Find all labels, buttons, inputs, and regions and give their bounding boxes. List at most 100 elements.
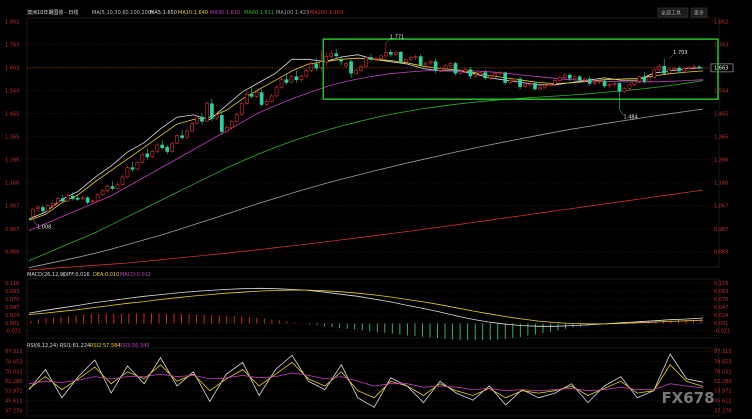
- candle-body: [60, 198, 65, 202]
- candle-body: [56, 198, 60, 204]
- rsi-tick-label-left: 78.653: [5, 359, 23, 365]
- price-series-ma100: [28, 108, 704, 268]
- tools-button[interactable]: [657, 7, 689, 18]
- candle-body: [289, 76, 294, 83]
- candle-body: [254, 91, 259, 97]
- annotation-leader: [619, 109, 624, 116]
- candle-body: [672, 67, 676, 70]
- candle-body: [478, 72, 483, 75]
- candle: [493, 72, 498, 78]
- ma200-value: MA200:1.109: [310, 10, 343, 16]
- candle: [667, 68, 672, 75]
- ma100-value: MA100:1.423: [276, 10, 309, 16]
- macd-tick-label-left: 0.047: [5, 305, 19, 311]
- candle-body: [642, 76, 647, 82]
- ma-settings: MA(5,10,30,60,100,200): [92, 10, 153, 16]
- current-price-box: [710, 63, 734, 73]
- candle: [642, 72, 647, 84]
- candle: [75, 195, 80, 201]
- candle-body: [488, 75, 493, 79]
- candle: [110, 181, 115, 191]
- candle: [229, 119, 234, 130]
- candle-body: [379, 55, 383, 59]
- candle-body: [513, 78, 517, 81]
- candle-body: [274, 86, 279, 97]
- candle: [274, 84, 279, 98]
- candle: [100, 188, 105, 196]
- candle: [210, 98, 214, 122]
- candle-body: [339, 59, 343, 62]
- candle: [120, 175, 125, 186]
- candle-body: [51, 202, 55, 206]
- macd-tick-label-right: 0.047: [714, 305, 728, 311]
- candle: [398, 51, 403, 64]
- candle-body: [205, 103, 209, 122]
- candle-body: [662, 65, 667, 74]
- annotation-leader: [32, 219, 38, 226]
- more-button[interactable]: [690, 7, 708, 18]
- candle-body: [398, 51, 403, 62]
- candle-body: [637, 76, 642, 82]
- candle: [150, 149, 155, 159]
- candle-body: [229, 121, 234, 128]
- candle: [453, 61, 458, 76]
- candle-body: [557, 77, 562, 81]
- price-tick-label-left: 1.067: [5, 204, 19, 210]
- candle: [393, 50, 398, 56]
- candle: [329, 50, 334, 60]
- candle-body: [597, 81, 602, 83]
- candle: [145, 148, 150, 160]
- ma10-value: MA10:1.640: [178, 10, 208, 16]
- price-header: 澳洲10年期国债 - 日线 MA(5,10,30,60,100,200) MA5…: [27, 9, 343, 16]
- candle-body: [612, 83, 617, 85]
- candle: [324, 52, 329, 67]
- macd-tick-label-right: 0.070: [714, 297, 728, 303]
- candle-body: [140, 153, 145, 163]
- candle: [180, 129, 184, 140]
- price-tick-label-left: 0.967: [5, 227, 19, 233]
- price-series-ma60: [28, 80, 704, 262]
- candle: [463, 68, 468, 74]
- candle-body: [145, 153, 150, 158]
- candle: [90, 199, 95, 204]
- candle: [354, 68, 358, 76]
- candle: [627, 83, 632, 90]
- candle-body: [85, 197, 90, 203]
- candle: [607, 82, 612, 88]
- candle: [85, 196, 90, 205]
- candle-body: [423, 62, 428, 66]
- candle-body: [215, 114, 219, 119]
- candle: [553, 79, 557, 86]
- candle: [597, 79, 602, 85]
- candle-body: [234, 114, 239, 122]
- candle-body: [577, 76, 582, 81]
- candle-body: [389, 52, 393, 55]
- price-tick-label-right: 1.166: [714, 181, 728, 187]
- candle: [389, 48, 393, 58]
- candle: [249, 85, 254, 99]
- candle-body: [354, 70, 358, 74]
- candle-body: [135, 162, 140, 170]
- rsi-tick-label-right: 87.313: [714, 349, 732, 355]
- candle: [125, 165, 130, 179]
- more-button-label: 更多: [694, 10, 704, 17]
- macd-tick-label-right: 0.116: [714, 281, 728, 287]
- macd-series-diff: [28, 287, 704, 327]
- price-tick-label-right: 0.868: [714, 250, 728, 256]
- rsi-tick-label-left: 53.971: [5, 389, 23, 395]
- candle-body: [65, 195, 70, 202]
- candle: [518, 76, 522, 89]
- candle: [617, 82, 622, 110]
- candle: [105, 184, 110, 193]
- rsi-tick-label-right: 45.611: [714, 398, 732, 404]
- candle-body: [120, 176, 125, 185]
- candle-body: [259, 92, 264, 105]
- candle: [279, 77, 284, 89]
- macd-tick-label-right: 0.001: [714, 321, 728, 327]
- candle-body: [160, 144, 165, 149]
- candle: [284, 73, 289, 85]
- price-tick-label-right: 1.465: [714, 112, 728, 118]
- candle-body: [95, 194, 100, 202]
- annotation-label: 1.703: [673, 50, 687, 56]
- candle: [443, 63, 448, 71]
